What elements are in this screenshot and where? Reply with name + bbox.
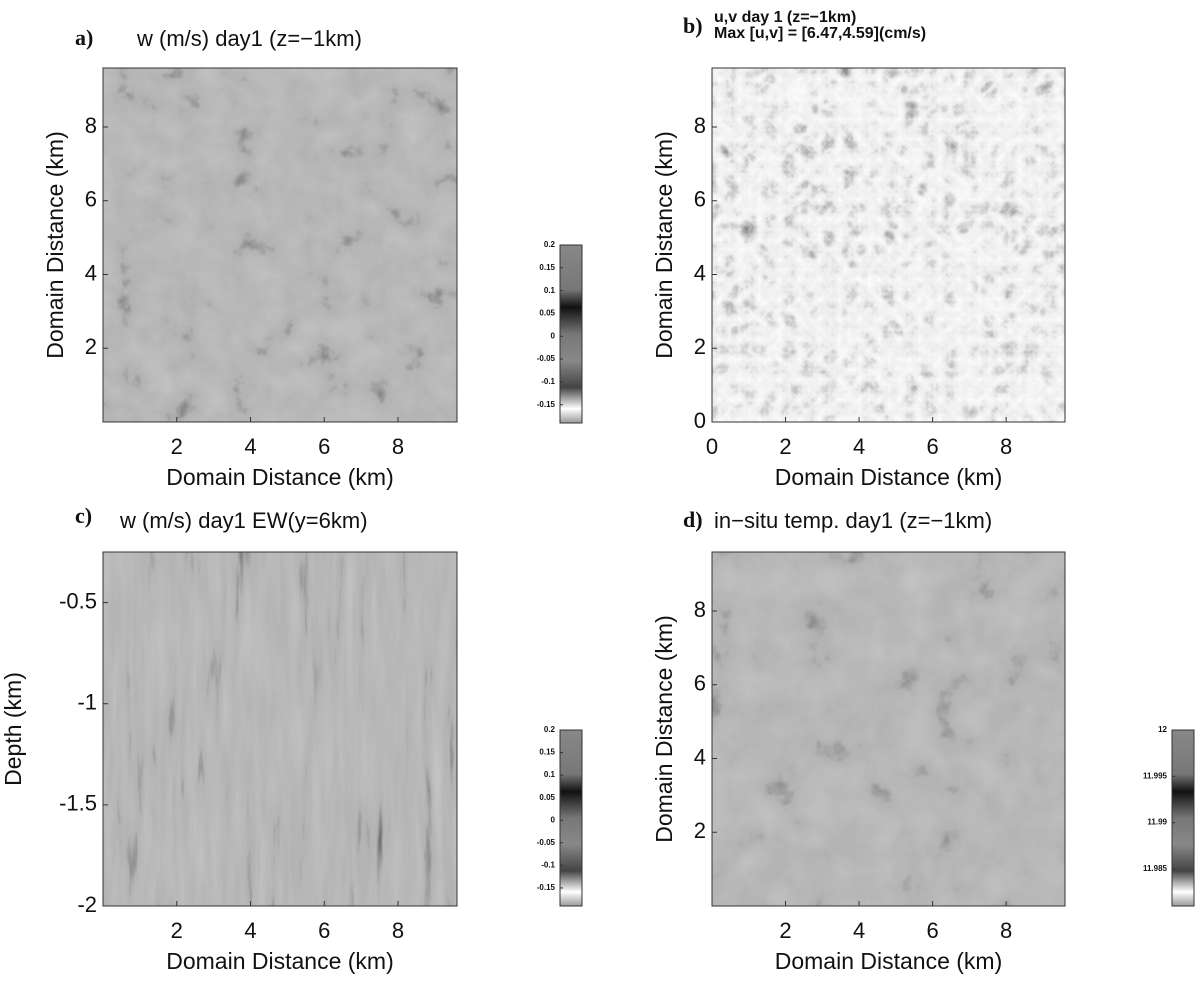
y-tick-label: 6 (85, 187, 97, 212)
colorbar (559, 244, 583, 424)
x-axis-label: Domain Distance (km) (775, 464, 1003, 490)
colorbar-tick-label: 0.15 (539, 263, 555, 272)
colorbar-tick-label: 0.2 (544, 240, 556, 249)
x-tick-label: 4 (244, 434, 256, 459)
x-tick-label: 6 (927, 918, 939, 943)
plot-frame (102, 551, 458, 907)
x-tick-label: 6 (318, 918, 330, 943)
y-tick-label: 4 (694, 260, 706, 285)
colorbar-tick-label: 11.985 (1143, 864, 1168, 873)
y-tick-label: -1.5 (59, 791, 97, 816)
y-tick-label: 0 (694, 408, 706, 433)
x-tick-label: 2 (779, 918, 791, 943)
colorbar-tick-label: -0.15 (537, 883, 556, 892)
plot-frame (711, 551, 1066, 907)
y-tick-label: -0.5 (59, 588, 97, 613)
y-tick-label: 6 (694, 671, 706, 696)
panel-label: a) (75, 25, 93, 50)
subtitle: Max [u,v] = [6.47,4.59](cm/s) (714, 25, 926, 42)
y-axis-label: Domain Distance (km) (42, 131, 68, 359)
title: w (m/s) day1 EW(y=6km) (119, 508, 368, 533)
colorbar-tick-label: 0 (551, 331, 556, 340)
x-tick-label: 8 (1000, 918, 1012, 943)
colorbar-tick-label: 0.15 (539, 748, 555, 757)
y-tick-label: 2 (694, 818, 706, 843)
title: in−situ temp. day1 (z=−1km) (714, 508, 992, 533)
colorbar-tick-label: 0.05 (539, 309, 555, 318)
x-tick-label: 2 (171, 918, 183, 943)
plot-frame (711, 67, 1066, 423)
title: w (m/s) day1 (z=−1km) (136, 26, 362, 51)
x-tick-label: 4 (244, 918, 256, 943)
x-tick-label: 8 (392, 434, 404, 459)
x-tick-label: 0 (706, 434, 718, 459)
colorbar-tick-label: 12 (1158, 725, 1167, 734)
colorbar-tick-label: 0.2 (544, 725, 556, 734)
y-tick-label: 4 (694, 744, 706, 769)
panel-label: c) (75, 503, 92, 528)
colorbar-tick-label: 0.1 (544, 770, 556, 779)
panel-label: b) (683, 13, 703, 38)
x-tick-label: 2 (171, 434, 183, 459)
x-tick-label: 4 (853, 434, 865, 459)
colorbar-tick-label: 11.995 (1143, 771, 1168, 780)
plot-frame (102, 67, 458, 423)
colorbar (559, 729, 583, 907)
y-tick-label: 8 (694, 597, 706, 622)
y-tick-label: 4 (85, 260, 97, 285)
y-tick-label: 8 (85, 113, 97, 138)
colorbar-tick-label: 0.1 (544, 286, 556, 295)
colorbar-tick-label: 11.99 (1147, 818, 1167, 827)
y-tick-label: -2 (77, 892, 97, 917)
colorbar (1171, 729, 1195, 907)
y-axis-label: Domain Distance (km) (651, 131, 677, 359)
x-tick-label: 6 (318, 434, 330, 459)
x-axis-label: Domain Distance (km) (775, 948, 1003, 974)
x-tick-label: 6 (927, 434, 939, 459)
y-axis-label: Depth (km) (0, 672, 26, 786)
x-axis-label: Domain Distance (km) (166, 464, 394, 490)
y-tick-label: -1 (77, 690, 97, 715)
colorbar-tick-label: -0.05 (537, 838, 556, 847)
colorbar-tick-label: 0 (551, 815, 556, 824)
y-axis-label: Domain Distance (km) (651, 615, 677, 843)
colorbar-tick-label: -0.1 (541, 377, 555, 386)
title: u,v day 1 (z=−1km) (714, 9, 856, 26)
y-tick-label: 8 (694, 113, 706, 138)
x-axis-label: Domain Distance (km) (166, 948, 394, 974)
colorbar-tick-label: 0.05 (539, 793, 555, 802)
colorbar-tick-label: -0.05 (537, 354, 556, 363)
field (103, 552, 457, 906)
x-tick-label: 8 (1000, 434, 1012, 459)
x-tick-label: 2 (779, 434, 791, 459)
colorbar-tick-label: -0.1 (541, 860, 555, 869)
y-tick-label: 2 (694, 334, 706, 359)
y-tick-label: 2 (85, 334, 97, 359)
colorbar-tick-label: -0.15 (537, 400, 556, 409)
field (712, 68, 1065, 422)
x-tick-label: 4 (853, 918, 865, 943)
x-tick-label: 8 (392, 918, 404, 943)
y-tick-label: 6 (694, 187, 706, 212)
field (103, 68, 457, 422)
panel-label: d) (683, 507, 703, 532)
field (712, 552, 1065, 906)
